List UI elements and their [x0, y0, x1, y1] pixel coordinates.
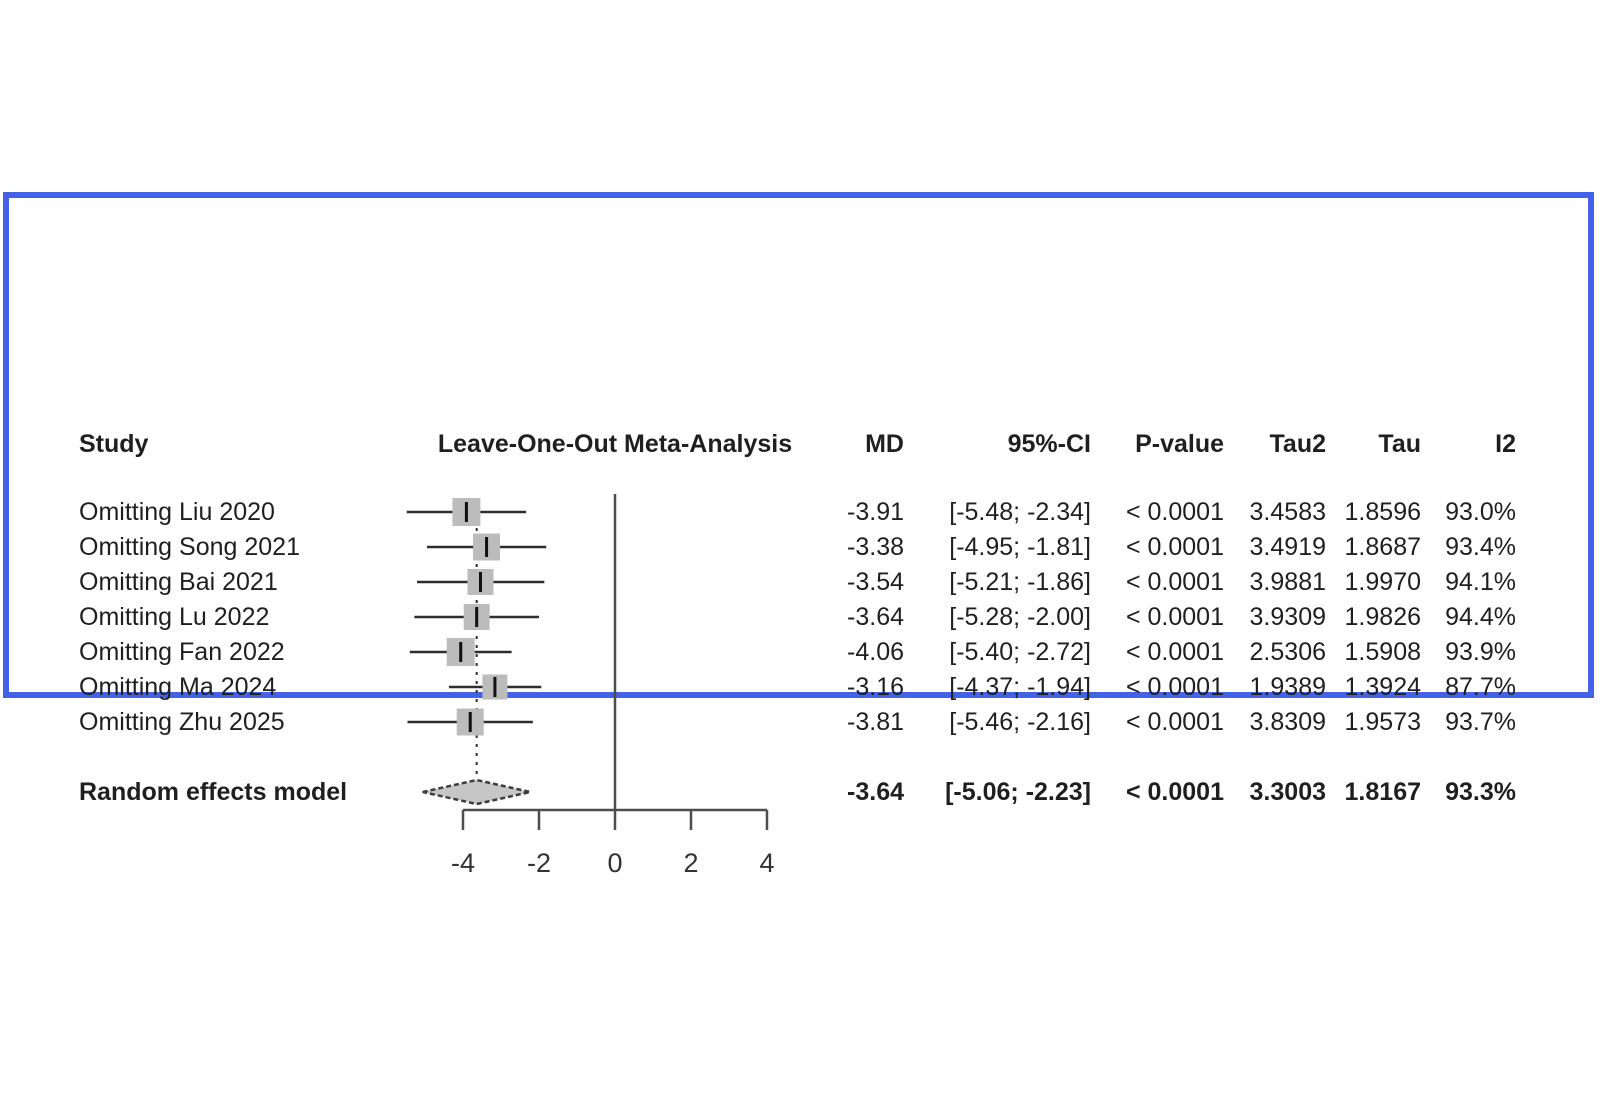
overall-ci-value: [-5.06; -2.23]	[945, 778, 1091, 806]
overall-diamond	[422, 778, 531, 806]
weight-square	[473, 533, 501, 561]
study-row-label: Omitting Bai 2021	[79, 568, 278, 596]
study-row-label: Omitting Liu 2020	[79, 498, 275, 526]
study-tau-value: 1.9573	[1344, 708, 1421, 736]
study-md-value: -3.16	[847, 673, 904, 701]
study-row-label: Omitting Zhu 2025	[79, 708, 285, 736]
study-tau2-value: 1.9389	[1249, 673, 1326, 701]
study-tau-value: 1.8687	[1344, 533, 1421, 561]
study-ci-value: [-5.48; -2.34]	[949, 498, 1091, 526]
weight-square	[463, 604, 490, 630]
weight-square	[446, 638, 475, 666]
study-i2-value: 93.9%	[1445, 638, 1516, 666]
column-header-i2: I2	[1495, 430, 1516, 458]
study-i2-value: 94.4%	[1445, 603, 1516, 631]
weight-square	[452, 498, 481, 526]
column-header-ci: 95%-CI	[1007, 430, 1091, 458]
weight-square	[467, 569, 494, 595]
overall-row-label: Random effects model	[79, 778, 348, 806]
forest-plot-figure: -4 -2 0 2 4 Study Leave-One-Out Meta-Analysi…	[3, 192, 1594, 878]
x-axis-tick-label: 0	[607, 848, 622, 878]
study-ci-value: [-5.40; -2.72]	[949, 638, 1091, 666]
study-pvalue: < 0.0001	[1125, 498, 1224, 526]
study-row-label: Omitting Song 2021	[79, 533, 300, 561]
study-md-value: -3.91	[847, 498, 904, 526]
study-md-value: -3.64	[847, 603, 904, 631]
study-tau-value: 1.8596	[1344, 498, 1421, 526]
study-i2-value: 87.7%	[1445, 673, 1516, 701]
column-header-pvalue: P-value	[1135, 430, 1224, 458]
study-ci-value: [-4.37; -1.94]	[949, 673, 1091, 701]
study-tau2-value: 3.4583	[1249, 498, 1326, 526]
study-ci-value: [-5.21; -1.86]	[949, 568, 1091, 596]
weight-square	[482, 674, 508, 700]
x-axis-tick-label: -4	[451, 848, 475, 878]
study-tau-value: 1.5908	[1344, 638, 1421, 666]
overall-md-value: -3.64	[847, 778, 904, 806]
study-row-label: Omitting Fan 2022	[79, 638, 285, 666]
column-header-tau2: Tau2	[1269, 430, 1327, 458]
study-md-value: -3.54	[847, 568, 904, 596]
study-md-value: -3.38	[847, 533, 904, 561]
column-header-plot-title: Leave-One-Out Meta-Analysis	[437, 430, 793, 458]
study-pvalue: < 0.0001	[1125, 673, 1224, 701]
study-i2-value: 93.7%	[1445, 708, 1516, 736]
study-md-value: -4.06	[847, 638, 904, 666]
study-pvalue: < 0.0001	[1125, 533, 1224, 561]
study-tau2-value: 3.8309	[1249, 708, 1326, 736]
study-ci-value: [-5.46; -2.16]	[949, 708, 1091, 736]
study-tau-value: 1.3924	[1344, 673, 1421, 701]
overall-tau2-value: 3.3003	[1249, 778, 1326, 806]
overall-pvalue: < 0.0001	[1125, 778, 1224, 806]
weight-square	[456, 708, 484, 736]
overall-tau-value: 1.8167	[1344, 778, 1421, 806]
column-header-tau: Tau	[1378, 430, 1421, 458]
study-pvalue: < 0.0001	[1125, 568, 1224, 596]
study-pvalue: < 0.0001	[1125, 603, 1224, 631]
column-header-study: Study	[79, 430, 149, 458]
study-tau2-value: 3.9881	[1249, 568, 1326, 596]
study-pvalue: < 0.0001	[1125, 638, 1224, 666]
study-tau2-value: 2.5306	[1249, 638, 1326, 666]
study-tau2-value: 3.9309	[1249, 603, 1326, 631]
study-i2-value: 93.0%	[1445, 498, 1516, 526]
study-md-value: -3.81	[847, 708, 904, 736]
study-row-label: Omitting Ma 2024	[79, 673, 277, 701]
study-pvalue: < 0.0001	[1125, 708, 1224, 736]
column-header-md: MD	[865, 430, 904, 458]
study-row-label: Omitting Lu 2022	[79, 603, 270, 631]
study-ci-value: [-4.95; -1.81]	[949, 533, 1091, 561]
study-i2-value: 94.1%	[1445, 568, 1516, 596]
x-axis-tick-label: -2	[527, 848, 551, 878]
study-tau-value: 1.9826	[1344, 603, 1421, 631]
x-axis-tick-label: 2	[683, 848, 698, 878]
x-axis-tick-label: 4	[759, 848, 774, 878]
study-tau-value: 1.9970	[1344, 568, 1421, 596]
study-tau2-value: 3.4919	[1249, 533, 1326, 561]
study-i2-value: 93.4%	[1445, 533, 1516, 561]
overall-i2-value: 93.3%	[1445, 778, 1516, 806]
study-ci-value: [-5.28; -2.00]	[949, 603, 1091, 631]
